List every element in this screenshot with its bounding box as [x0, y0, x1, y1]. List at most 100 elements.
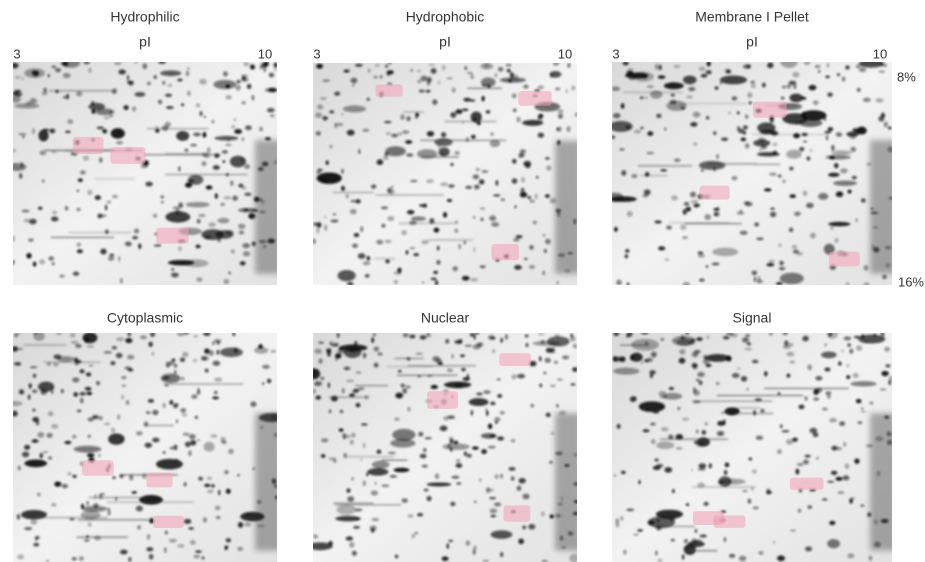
protein-spot	[205, 369, 209, 373]
protein-spot	[111, 128, 125, 138]
protein-spot	[551, 347, 555, 353]
protein-spot	[437, 246, 439, 251]
protein-spot	[351, 433, 356, 438]
protein-spot	[184, 482, 187, 486]
protein-spot	[691, 338, 695, 342]
protein-spot	[450, 112, 456, 118]
protein-spot	[509, 467, 516, 471]
figure: 8% 16% HydrophilicpI310HydrophobicpI310M…	[0, 0, 925, 562]
protein-spot	[626, 71, 633, 75]
protein-spot	[758, 551, 763, 555]
protein-spot	[176, 419, 178, 423]
protein-spot	[882, 275, 886, 279]
protein-spot	[11, 63, 19, 69]
protein-streak	[373, 258, 395, 260]
protein-spot	[712, 248, 738, 257]
protein-spot	[745, 335, 749, 338]
protein-spot	[798, 509, 802, 513]
protein-spot	[545, 157, 550, 159]
protein-spot	[744, 348, 752, 351]
protein-spot	[352, 390, 359, 394]
protein-spot	[394, 468, 410, 473]
protein-streak	[445, 121, 497, 123]
protein-spot	[414, 532, 418, 534]
protein-spot	[358, 253, 366, 259]
protein-spot	[663, 393, 682, 400]
protein-spot	[637, 529, 643, 532]
protein-spot	[355, 199, 360, 203]
protein-spot	[623, 62, 629, 66]
protein-spot	[204, 484, 211, 487]
protein-spot	[845, 65, 849, 69]
protein-spot	[747, 64, 750, 68]
protein-spot	[24, 459, 47, 467]
protein-spot	[494, 503, 501, 507]
protein-spot	[723, 336, 730, 340]
protein-spot	[809, 85, 817, 91]
axis-label: pI	[439, 34, 451, 50]
protein-spot	[756, 238, 763, 241]
protein-spot	[201, 229, 224, 240]
protein-spot	[546, 165, 551, 170]
protein-spot	[726, 70, 731, 74]
protein-spot	[481, 96, 484, 102]
protein-spot	[787, 374, 791, 378]
protein-spot	[363, 261, 370, 265]
protein-spot	[538, 133, 544, 138]
protein-streak	[107, 501, 194, 503]
protein-spot	[490, 508, 497, 513]
protein-spot	[825, 155, 850, 159]
gradient-bottom: 16%	[898, 274, 924, 289]
gel-image	[307, 330, 581, 562]
protein-spot	[21, 510, 47, 519]
highlight-box	[153, 516, 184, 528]
protein-spot	[225, 84, 230, 88]
protein-spot	[339, 428, 344, 431]
protein-spot	[352, 85, 354, 87]
protein-streak	[69, 232, 131, 234]
protein-spot	[406, 386, 411, 388]
protein-spot	[712, 263, 720, 265]
protein-streak	[623, 92, 683, 94]
protein-spot	[740, 231, 748, 235]
protein-spot	[239, 158, 245, 163]
protein-spot	[431, 385, 438, 389]
protein-spot	[458, 244, 461, 249]
protein-spot	[776, 282, 782, 285]
protein-spot	[732, 96, 738, 100]
protein-spot	[860, 504, 864, 506]
protein-spot	[313, 223, 317, 226]
protein-spot	[388, 62, 391, 64]
protein-spot	[377, 352, 382, 355]
protein-spot	[480, 218, 483, 221]
protein-spot	[56, 332, 62, 335]
protein-spot	[745, 143, 750, 148]
protein-spot	[54, 354, 62, 359]
protein-spot	[655, 551, 657, 556]
protein-spot	[216, 516, 221, 519]
protein-spot	[394, 417, 400, 421]
protein-spot	[347, 130, 355, 136]
protein-spot	[705, 422, 708, 425]
protein-spot	[853, 373, 859, 378]
protein-spot	[796, 469, 800, 475]
protein-spot	[480, 207, 486, 210]
protein-spot	[876, 98, 884, 102]
protein-spot	[19, 173, 23, 179]
protein-spot	[640, 127, 643, 129]
protein-spot	[120, 278, 122, 283]
protein-spot	[818, 193, 828, 200]
protein-spot	[831, 226, 834, 230]
protein-spot	[198, 214, 205, 217]
protein-spot	[63, 96, 68, 98]
protein-spot	[621, 170, 626, 176]
protein-spot	[82, 506, 108, 512]
protein-spot	[550, 514, 554, 518]
protein-spot	[810, 233, 816, 239]
protein-spot	[716, 382, 720, 385]
protein-spot	[433, 271, 438, 274]
protein-spot	[696, 379, 700, 381]
protein-spot	[171, 268, 174, 271]
protein-spot	[752, 469, 757, 473]
protein-spot	[739, 556, 746, 562]
